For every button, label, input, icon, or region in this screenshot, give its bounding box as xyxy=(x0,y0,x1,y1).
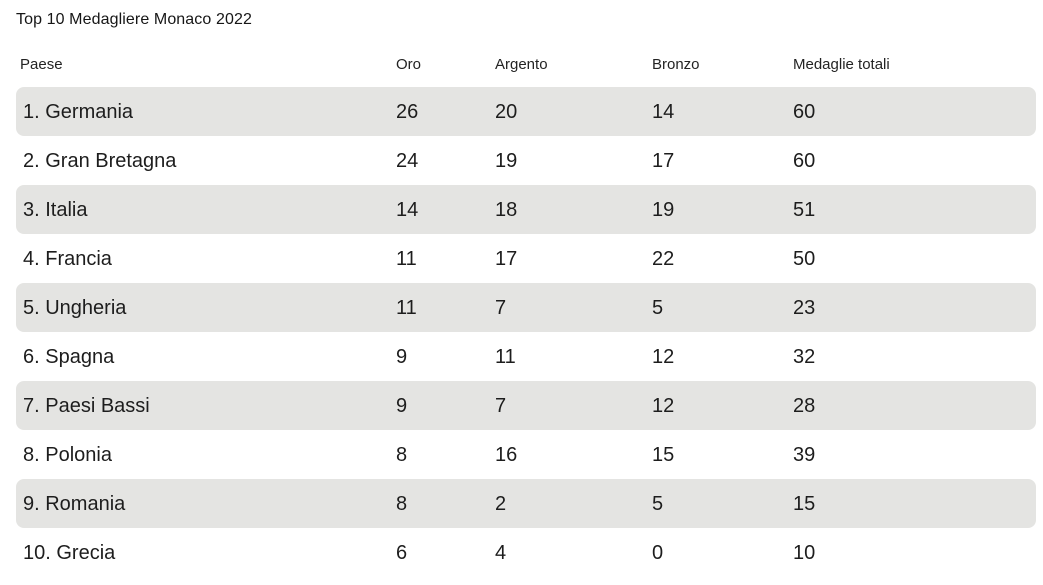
cell-argento: 19 xyxy=(495,149,518,172)
cell-oro: 8 xyxy=(396,492,408,515)
cell-oro: 26 xyxy=(396,100,419,123)
table-row: 10. Grecia 6 4 0 10 xyxy=(16,528,1036,577)
column-header-bronzo: Bronzo xyxy=(652,56,700,73)
cell-oro: 11 xyxy=(396,247,417,270)
cell-oro: 11 xyxy=(396,296,417,319)
cell-totale: 23 xyxy=(793,296,816,319)
cell-totale: 28 xyxy=(793,394,816,417)
cell-argento: 18 xyxy=(495,198,518,221)
column-header-medaglie-totali: Medaglie totali xyxy=(793,56,890,73)
cell-argento: 17 xyxy=(495,247,518,270)
cell-bronzo: 5 xyxy=(652,492,664,515)
cell-argento: 7 xyxy=(495,394,507,417)
cell-argento: 4 xyxy=(495,541,507,564)
cell-bronzo: 12 xyxy=(652,345,675,368)
cell-totale: 39 xyxy=(793,443,816,466)
cell-paese: 3. Italia xyxy=(23,198,88,221)
cell-bronzo: 19 xyxy=(652,198,675,221)
cell-paese: 8. Polonia xyxy=(23,443,112,466)
cell-bronzo: 12 xyxy=(652,394,675,417)
cell-totale: 32 xyxy=(793,345,816,368)
cell-bronzo: 15 xyxy=(652,443,675,466)
cell-paese: 7. Paesi Bassi xyxy=(23,394,150,417)
table-row: 3. Italia 14 18 19 51 xyxy=(16,185,1036,234)
cell-oro: 24 xyxy=(396,149,419,172)
table-row: 9. Romania 8 2 5 15 xyxy=(16,479,1036,528)
cell-paese: 1. Germania xyxy=(23,100,134,123)
table-header-row: Paese Oro Argento Bronzo Medaglie totali xyxy=(16,57,1036,73)
table-row: 5. Ungheria 11 7 5 23 xyxy=(16,283,1036,332)
table-row: 8. Polonia 8 16 15 39 xyxy=(16,430,1036,479)
cell-paese: 4. Francia xyxy=(23,247,112,270)
cell-totale: 15 xyxy=(793,492,816,515)
cell-oro: 9 xyxy=(396,345,408,368)
column-header-paese: Paese xyxy=(20,56,63,73)
cell-bronzo: 22 xyxy=(652,247,675,270)
cell-argento: 20 xyxy=(495,100,518,123)
column-header-oro: Oro xyxy=(396,56,422,73)
cell-argento: 2 xyxy=(495,492,507,515)
table-row: 4. Francia 11 17 22 50 xyxy=(16,234,1036,283)
cell-paese: 2. Gran Bretagna xyxy=(23,149,177,172)
cell-totale: 10 xyxy=(793,541,816,564)
cell-bronzo: 17 xyxy=(652,149,675,172)
cell-paese: 10. Grecia xyxy=(23,541,116,564)
page-title: Top 10 Medagliere Monaco 2022 xyxy=(16,11,252,28)
cell-oro: 14 xyxy=(396,198,419,221)
cell-oro: 6 xyxy=(396,541,408,564)
cell-totale: 51 xyxy=(793,198,816,221)
cell-argento: 16 xyxy=(495,443,518,466)
cell-totale: 60 xyxy=(793,100,816,123)
cell-paese: 6. Spagna xyxy=(23,345,115,368)
table-row: 2. Gran Bretagna 24 19 17 60 xyxy=(16,136,1036,185)
cell-bronzo: 0 xyxy=(652,541,664,564)
cell-argento: 7 xyxy=(495,296,507,319)
cell-paese: 9. Romania xyxy=(23,492,126,515)
table-row: 1. Germania 26 20 14 60 xyxy=(16,87,1036,136)
table-row: 6. Spagna 9 11 12 32 xyxy=(16,332,1036,381)
cell-oro: 8 xyxy=(396,443,408,466)
cell-argento: 11 xyxy=(495,345,516,368)
cell-bronzo: 5 xyxy=(652,296,664,319)
cell-oro: 9 xyxy=(396,394,408,417)
cell-totale: 50 xyxy=(793,247,816,270)
cell-bronzo: 14 xyxy=(652,100,675,123)
column-header-argento: Argento xyxy=(495,56,548,73)
medal-table: Paese Oro Argento Bronzo Medaglie totali… xyxy=(16,57,1036,577)
cell-paese: 5. Ungheria xyxy=(23,296,127,319)
cell-totale: 60 xyxy=(793,149,816,172)
table-row: 7. Paesi Bassi 9 7 12 28 xyxy=(16,381,1036,430)
